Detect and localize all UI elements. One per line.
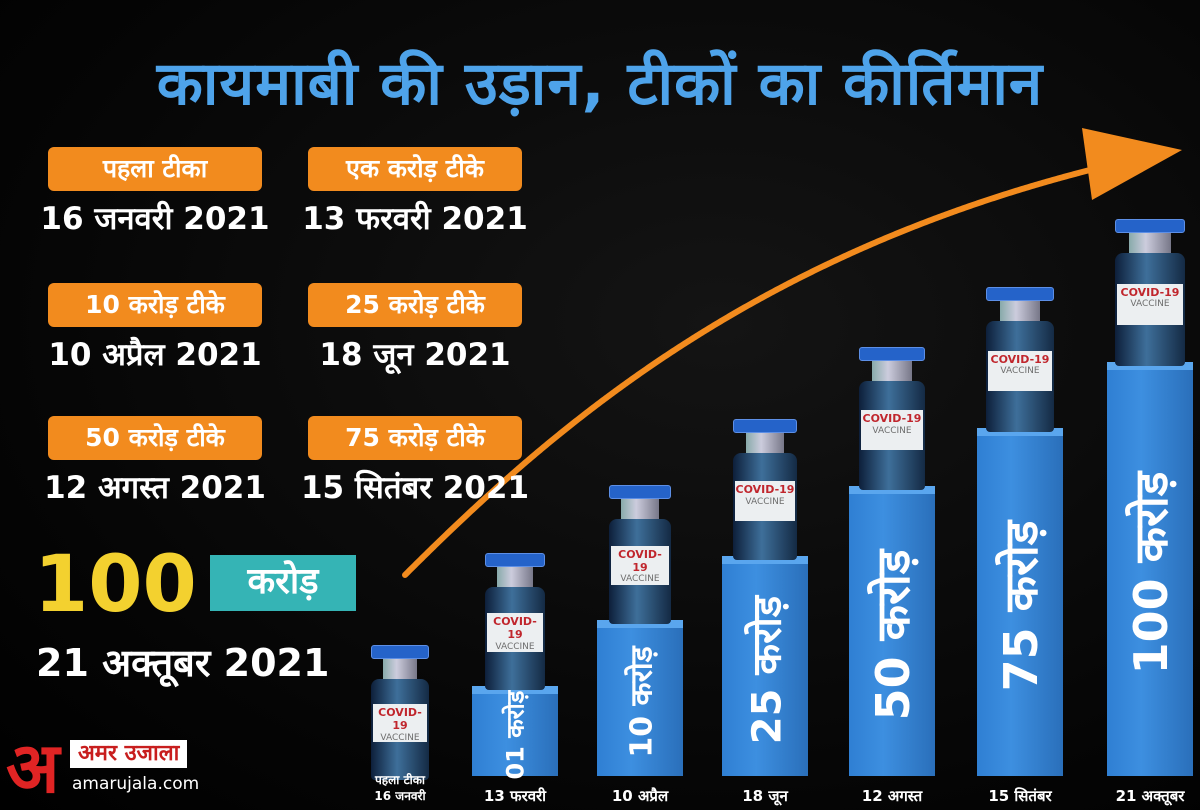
milestone-25-crore: 25 करोड़ टीके 18 जून 2021 (300, 283, 530, 375)
milestone-badge: 75 करोड़ टीके (308, 416, 522, 460)
category-label-line1: पहला टीका (374, 773, 426, 787)
vial-label-line2: VACCINE (1130, 299, 1170, 310)
milestone-10-crore: 10 करोड़ टीके 10 अप्रैल 2021 (40, 283, 270, 375)
amar-ujala-logo: अ अमर उजाला amarujala.com (6, 730, 226, 806)
vial-cap (1115, 219, 1185, 233)
bar-1: 01 करोड़ (472, 686, 558, 780)
vial-neck (999, 301, 1041, 323)
vial-label-line1: COVID-19 (378, 706, 422, 733)
milestone-date: 18 जून 2021 (319, 337, 511, 373)
vial-label: COVID-19 VACCINE (860, 409, 923, 450)
vial-neck (497, 567, 533, 589)
milestone-badge: 10 करोड़ टीके (48, 283, 262, 327)
bar-label: 75 करोड़ (994, 520, 1048, 692)
bar-label: 25 करोड़ (744, 595, 791, 745)
vaccine-vial-icon: COVID-19 VACCINE (986, 287, 1054, 432)
milestone-1-crore: एक करोड़ टीके 13 फरवरी 2021 (300, 147, 530, 239)
vial-label: COVID-19 VACCINE (610, 546, 670, 586)
highlight-unit: करोड़ (210, 555, 356, 611)
vaccine-vial-icon: COVID-19 VACCINE (733, 419, 797, 560)
vial-label-line2: VACCINE (745, 496, 785, 507)
milestone-75-crore: 75 करोड़ टीके 15 सितंबर 2021 (300, 416, 530, 508)
bar-6: 100 करोड़ (1107, 362, 1193, 776)
category-label: 12 अगस्त (861, 787, 923, 805)
bar-5: 75 करोड़ (977, 428, 1063, 776)
milestone-badge: 25 करोड़ टीके (308, 283, 522, 327)
bar-label: 50 करोड़ (866, 549, 920, 721)
bar-label: 100 करोड़ (1124, 471, 1178, 675)
milestone-badge: पहला टीका (48, 147, 262, 191)
highlight-date: 21 अक्तूबर 2021 (36, 641, 330, 685)
vial-label: COVID-19 VACCINE (988, 350, 1052, 392)
vial-label: COVID-19 VACCINE (1117, 283, 1183, 325)
vial-label-line1: COVID-19 (493, 615, 537, 641)
vial-cap (986, 287, 1054, 301)
category-label: 18 जून (742, 787, 788, 805)
vial-label-line1: COVID-19 (735, 483, 795, 497)
milestone-badge: एक करोड़ टीके (308, 147, 522, 191)
milestone-date: 10 अप्रैल 2021 (48, 337, 262, 373)
bar-4: 50 करोड़ (849, 486, 935, 776)
vial-cap (733, 419, 797, 433)
vaccine-vial-icon: COVID-19 VACCINE (371, 645, 429, 780)
vial-cap (485, 553, 545, 567)
category-label: 15 सितंबर (988, 787, 1052, 805)
milestone-date: 13 फरवरी 2021 (302, 201, 528, 237)
vial-neck (745, 433, 785, 455)
vial-label: COVID-19 VACCINE (486, 613, 544, 652)
vial-neck (382, 659, 418, 681)
vial-label-line1: COVID-19 (618, 548, 662, 574)
category-label: पहला टीका 16 जनवरी (345, 772, 455, 804)
vaccine-vial-icon: COVID-19 VACCINE (485, 553, 545, 690)
vial-label-line2: VACCINE (380, 732, 420, 743)
milestone-first-dose: पहला टीका 16 जनवरी 2021 (40, 147, 270, 239)
highlight-100-crore: 100 करोड़ (34, 540, 356, 630)
vial-label-line1: COVID-19 (1120, 285, 1180, 299)
vial-cap (859, 347, 925, 361)
milestone-date: 12 अगस्त 2021 (44, 470, 266, 506)
vial-neck (1129, 233, 1171, 255)
vial-label-line2: VACCINE (620, 574, 660, 585)
vial-label-line2: VACCINE (872, 425, 912, 436)
bar-3: 25 करोड़ (722, 556, 808, 776)
bar-label: 10 करोड़ (624, 646, 660, 758)
vial-label: COVID-19 VACCINE (734, 481, 796, 521)
category-label: 13 फरवरी (483, 787, 547, 805)
vial-label-line2: VACCINE (1000, 366, 1040, 377)
category-label-line2: 16 जनवरी (374, 789, 426, 804)
logo-mark: अ (6, 727, 60, 809)
vial-cap (371, 645, 429, 659)
highlight-number: 100 (34, 540, 197, 630)
milestone-50-crore: 50 करोड़ टीके 12 अगस्त 2021 (40, 416, 270, 508)
page-title: कायमाबी की उड़ान, टीकों का कीर्तिमान (156, 49, 1044, 119)
vial-label: COVID-19 VACCINE (372, 704, 428, 743)
vial-label-line1: COVID-19 (990, 352, 1050, 366)
category-label: 21 अक्तूबर (1115, 787, 1185, 805)
logo-url: amarujala.com (72, 774, 200, 794)
vial-label-line1: COVID-19 (862, 411, 922, 425)
logo-name: अमर उजाला (70, 740, 188, 768)
category-label: 10 अप्रैल (611, 787, 669, 805)
vaccine-vial-icon: COVID-19 VACCINE (609, 485, 671, 624)
vial-neck (872, 361, 912, 383)
vial-neck (621, 499, 659, 521)
vaccine-vial-icon: COVID-19 VACCINE (859, 347, 925, 490)
milestone-date: 16 जनवरी 2021 (40, 201, 270, 237)
bar-label: 01 करोड़ (501, 690, 530, 780)
vial-label-line2: VACCINE (495, 641, 535, 652)
bar-2: 10 करोड़ (597, 620, 683, 776)
vial-cap (609, 485, 671, 499)
milestone-date: 15 सितंबर 2021 (300, 470, 530, 506)
milestone-badge: 50 करोड़ टीके (48, 416, 262, 460)
vaccine-vial-icon: COVID-19 VACCINE (1115, 219, 1185, 366)
